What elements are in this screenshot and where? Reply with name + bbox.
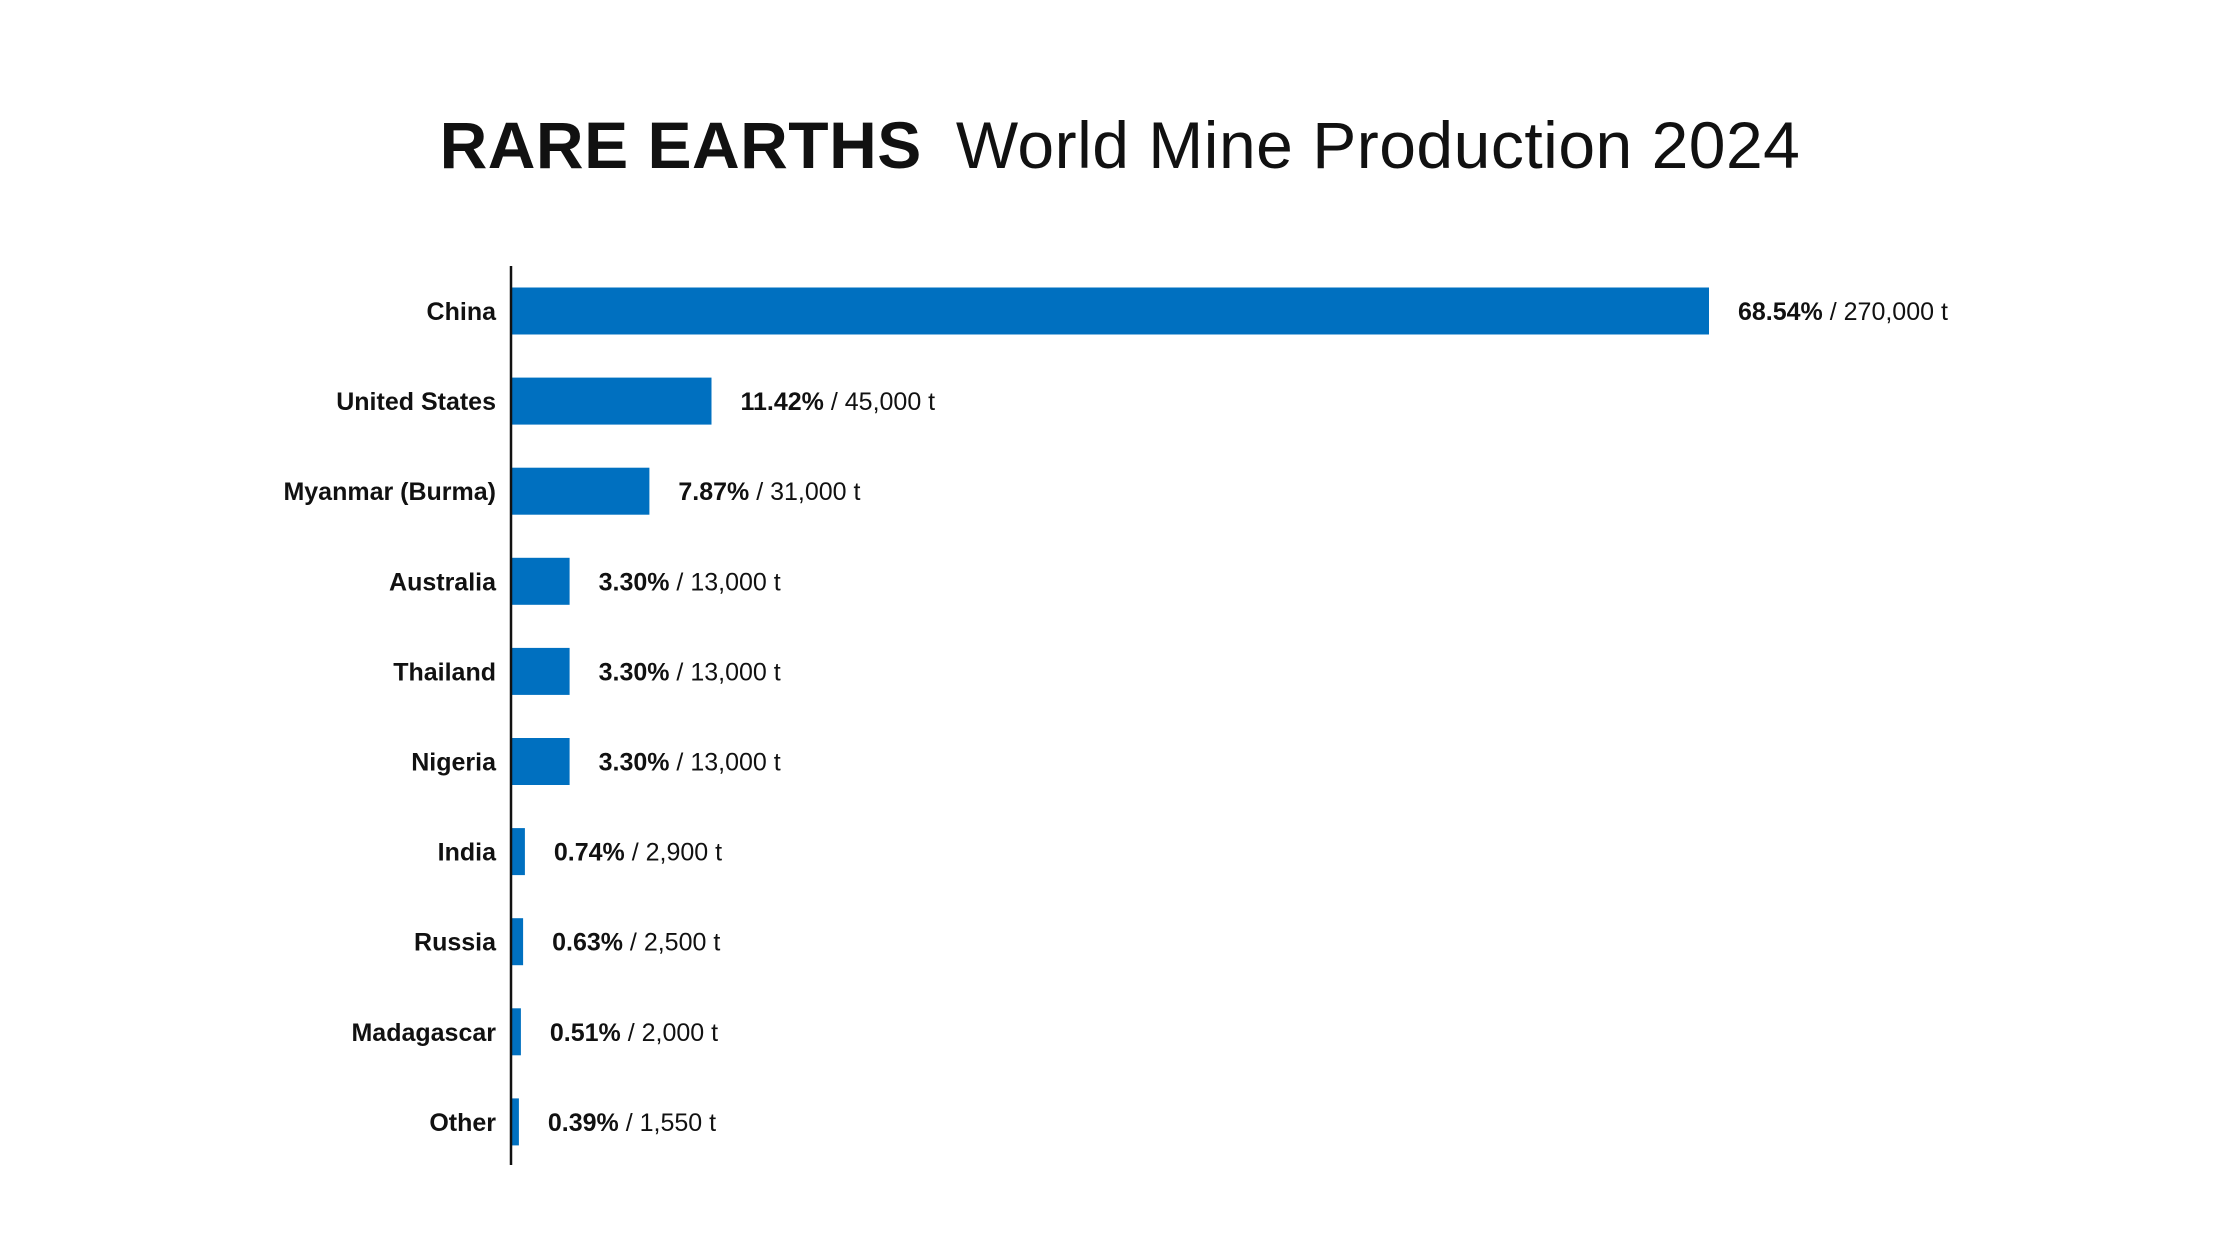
value-label: 3.30% / 13,000 t <box>599 658 781 686</box>
tonnage-label: / 45,000 t <box>824 388 935 416</box>
chart-title-bold: RARE EARTHS <box>439 108 922 182</box>
value-label: 68.54% / 270,000 t <box>1738 298 1948 326</box>
tonnage-label: / 2,900 t <box>625 839 722 867</box>
value-label: 0.51% / 2,000 t <box>550 1019 718 1047</box>
value-label: 0.74% / 2,900 t <box>554 839 722 867</box>
tonnage-label: / 2,500 t <box>623 929 720 957</box>
chart-title-regular: World Mine Production 2024 <box>955 108 1801 182</box>
category-label: Thailand <box>393 658 496 686</box>
percent-label: 0.74% <box>554 839 625 867</box>
category-label: Madagascar <box>351 1019 496 1047</box>
percent-label: 0.39% <box>548 1109 619 1137</box>
chart-title: RARE EARTHS World Mine Production 2024 <box>0 100 2240 190</box>
bar-3 <box>512 557 570 605</box>
value-label: 11.42% / 45,000 t <box>741 388 936 416</box>
category-label: India <box>438 839 497 867</box>
value-label: 7.87% / 31,000 t <box>678 478 860 506</box>
bars-layer <box>512 287 1709 1146</box>
percent-label: 0.51% <box>550 1019 621 1047</box>
value-label: 0.63% / 2,500 t <box>552 929 720 957</box>
value-labels: 68.54% / 270,000 t 11.42% / 45,000 t 7.87%… <box>548 298 1948 1137</box>
value-label: 3.30% / 13,000 t <box>599 749 781 777</box>
bar-7 <box>512 918 524 966</box>
category-label: Other <box>429 1109 496 1137</box>
category-label: China <box>427 298 498 326</box>
category-label: Russia <box>414 929 497 957</box>
bar-1 <box>512 377 712 425</box>
bar-5 <box>512 738 570 785</box>
value-label: 0.39% / 1,550 t <box>548 1109 716 1137</box>
category-label: United States <box>336 388 496 416</box>
tonnage-label: / 13,000 t <box>669 568 780 596</box>
bar-0 <box>512 287 1709 335</box>
tonnage-label: / 13,000 t <box>669 658 780 686</box>
category-label: Nigeria <box>411 749 497 777</box>
percent-label: 7.87% <box>678 478 749 506</box>
bar-2 <box>512 467 650 515</box>
bar-9 <box>512 1098 519 1146</box>
tonnage-label: / 31,000 t <box>749 478 860 506</box>
tonnage-label: / 270,000 t <box>1823 298 1948 326</box>
category-label: Myanmar (Burma) <box>283 478 496 506</box>
percent-label: 68.54% <box>1738 298 1823 326</box>
bar-8 <box>512 1008 521 1056</box>
tonnage-label: / 13,000 t <box>669 749 780 777</box>
percent-label: 0.63% <box>552 929 623 957</box>
value-label: 3.30% / 13,000 t <box>599 568 781 596</box>
category-labels: China United States Myanmar (Burma) Austral… <box>283 298 497 1137</box>
percent-label: 3.30% <box>599 568 670 596</box>
category-label: Australia <box>389 568 497 596</box>
tonnage-label: / 1,550 t <box>619 1109 716 1137</box>
bar-4 <box>512 647 570 695</box>
percent-label: 11.42% <box>741 388 824 416</box>
tonnage-label: / 2,000 t <box>621 1019 718 1047</box>
bar-6 <box>512 828 525 876</box>
percent-label: 3.30% <box>599 658 670 686</box>
percent-label: 3.30% <box>599 749 670 777</box>
